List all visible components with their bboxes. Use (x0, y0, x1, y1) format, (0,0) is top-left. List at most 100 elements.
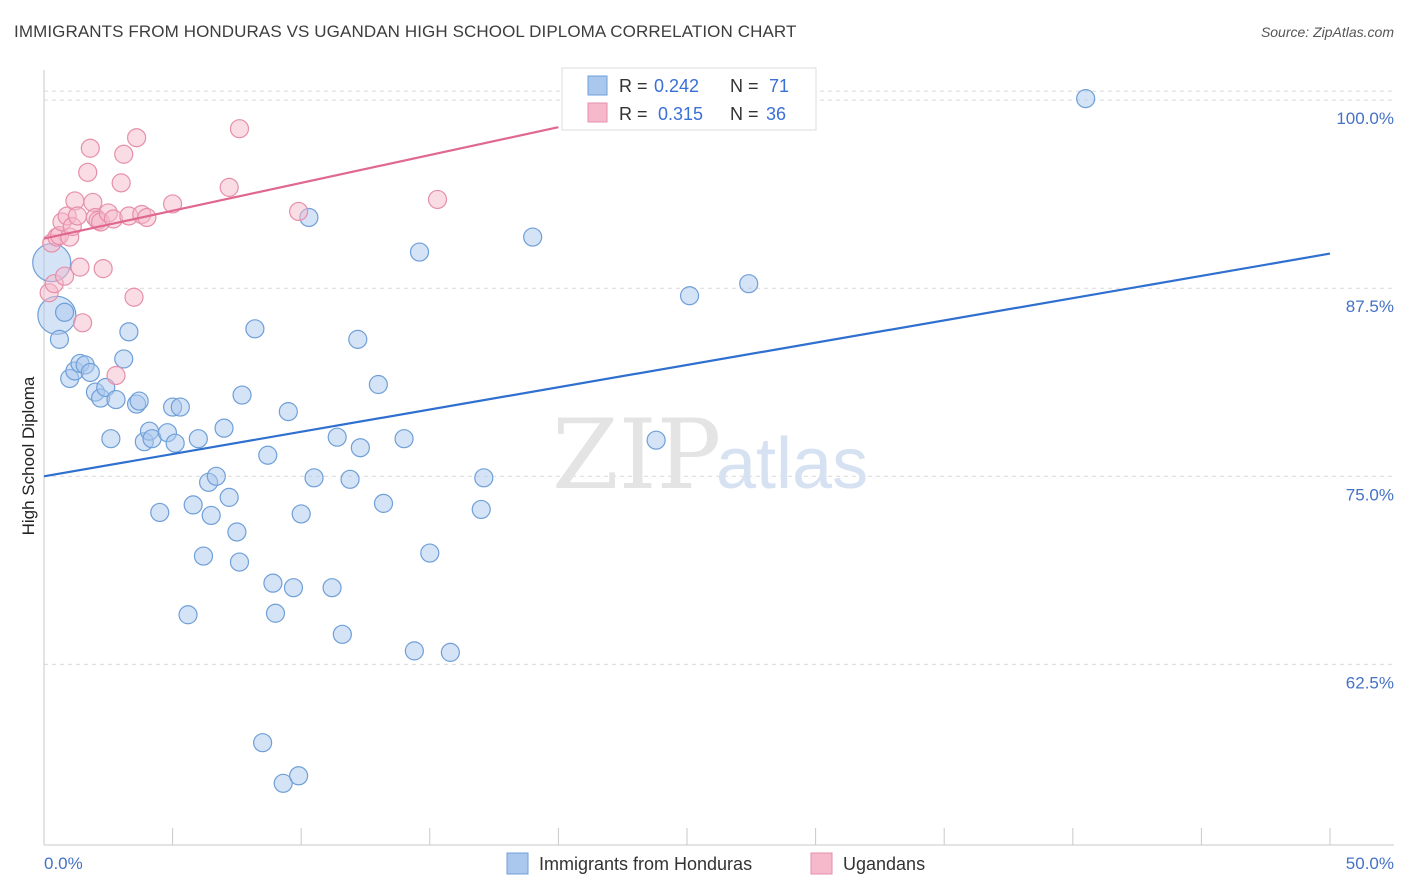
data-point-honduras (327, 427, 347, 447)
data-point-honduras (119, 322, 139, 342)
legend: Immigrants from Honduras Ugandans (506, 852, 925, 875)
data-point-ugandans (126, 128, 147, 148)
data-point-honduras (188, 429, 208, 449)
data-point-ugandans (229, 119, 250, 139)
trendline-honduras (43, 252, 1331, 478)
y-tick-label: 100.0% (1336, 109, 1394, 128)
data-point-ugandans (78, 162, 98, 182)
data-point-honduras (178, 605, 198, 625)
watermark-zip: ZIP (552, 399, 721, 511)
data-point-ugandans (163, 194, 183, 214)
data-point-honduras (409, 242, 430, 262)
data-point-ugandans (289, 201, 309, 222)
stats-blue-r-label: R = (619, 76, 648, 96)
data-point-honduras (165, 433, 185, 453)
data-point-honduras (114, 349, 134, 369)
data-point-honduras (170, 397, 190, 417)
data-point-ugandans (106, 365, 126, 386)
stats-pink-r-value: 0.315 (658, 104, 703, 124)
data-point-honduras (263, 573, 283, 593)
gridlines (44, 90, 1394, 665)
axes (43, 70, 1394, 846)
stats-blue-r-value: 0.242 (654, 76, 699, 96)
stats-pink-n-value: 36 (766, 104, 786, 124)
data-point-honduras (739, 274, 759, 294)
data-point-honduras (106, 389, 126, 410)
data-point-ugandans (80, 138, 100, 158)
data-point-honduras (373, 493, 394, 513)
data-point-honduras (420, 543, 440, 563)
data-point-honduras (368, 374, 388, 395)
data-point-honduras (350, 438, 370, 458)
data-point-honduras (332, 624, 352, 644)
stats-blue-n-value: 71 (769, 76, 789, 96)
data-point-honduras (253, 733, 273, 753)
data-point-honduras (80, 362, 100, 383)
data-point-honduras (679, 286, 700, 306)
x-tick-label-min: 0.0% (44, 854, 83, 873)
stats-pink-r-label: R = (619, 104, 648, 124)
y-tick-labels: 62.5% 75.0% 87.5% 100.0% (1336, 109, 1394, 692)
y-tick-label: 75.0% (1346, 485, 1394, 504)
data-point-honduras (348, 329, 368, 349)
x-tick-label-max: 50.0% (1346, 854, 1394, 873)
data-point-honduras (340, 469, 360, 489)
source-label: Source: ZipAtlas.com (1260, 24, 1394, 40)
data-point-honduras (49, 329, 70, 349)
data-point-honduras (193, 546, 214, 566)
data-point-honduras (101, 429, 121, 449)
series-honduras-points (32, 88, 1096, 793)
data-point-ugandans (219, 177, 239, 197)
data-point-ugandans (114, 144, 134, 164)
data-point-ugandans (67, 206, 88, 226)
data-point-honduras (245, 319, 265, 339)
series-ugandans-points (39, 119, 448, 386)
data-point-honduras (291, 504, 311, 524)
data-point-honduras (129, 391, 149, 411)
data-point-honduras (322, 578, 342, 598)
data-point-honduras (283, 578, 304, 598)
data-point-ugandans (93, 259, 113, 279)
x-ticks (43, 828, 1331, 845)
data-point-honduras (289, 766, 309, 786)
data-point-honduras (229, 552, 250, 572)
data-point-honduras (440, 642, 460, 662)
data-point-ugandans (54, 266, 75, 286)
data-point-honduras (265, 603, 286, 623)
legend-swatch-ugandans (810, 852, 833, 875)
data-point-honduras (201, 505, 221, 526)
data-point-honduras (474, 468, 494, 488)
data-point-ugandans (70, 257, 90, 277)
data-point-honduras (273, 773, 293, 793)
stats-swatch-blue (587, 75, 608, 96)
data-point-honduras (404, 641, 424, 661)
data-point-honduras (183, 495, 203, 515)
stats-box: R = 0.242 N = 71 R = 0.315 N = 36 (561, 67, 817, 131)
data-point-honduras (1076, 88, 1096, 109)
y-tick-label: 87.5% (1346, 297, 1394, 316)
y-tick-label: 62.5% (1346, 673, 1394, 692)
data-point-honduras (219, 487, 239, 507)
trendline-ugandans (43, 126, 559, 240)
data-point-honduras (232, 385, 252, 405)
y-axis-label: High School Diploma (19, 376, 38, 535)
stats-pink-n-label: N = (730, 104, 759, 124)
data-point-honduras (206, 466, 226, 486)
legend-label-honduras: Immigrants from Honduras (539, 854, 752, 874)
data-point-honduras (150, 502, 170, 523)
data-point-honduras (523, 227, 543, 247)
legend-swatch-honduras (506, 852, 529, 875)
data-point-honduras (227, 522, 247, 542)
data-point-honduras (646, 430, 666, 450)
data-point-honduras (278, 402, 298, 422)
data-point-honduras (304, 468, 324, 488)
watermark-atlas: atlas (716, 424, 868, 504)
data-point-honduras (471, 499, 491, 520)
stats-blue-n-label: N = (730, 76, 759, 96)
legend-label-ugandans: Ugandans (843, 854, 925, 874)
data-point-honduras (54, 302, 75, 322)
watermark: ZIP atlas (552, 399, 868, 511)
chart-title: IMMIGRANTS FROM HONDURAS VS UGANDAN HIGH… (14, 22, 797, 41)
stats-swatch-pink (587, 102, 608, 123)
